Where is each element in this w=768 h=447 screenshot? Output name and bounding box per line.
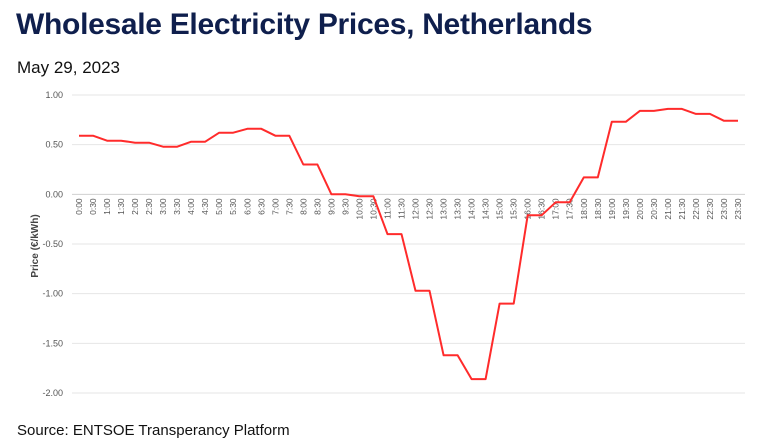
x-tick-label: 17:00 [551,198,561,220]
x-tick-label: 8:00 [298,198,308,215]
x-tick-label: 16:30 [537,198,547,220]
x-tick-label: 8:30 [312,198,322,215]
x-tick-label: 14:00 [467,198,477,220]
x-tick-label: 1:00 [102,198,112,215]
x-tick-label: 9:00 [326,198,336,215]
x-tick-label: 5:00 [214,198,224,215]
x-tick-label: 5:30 [228,198,238,215]
price-series-line [79,107,738,381]
x-tick-label: 21:30 [677,198,687,220]
x-tick-label: 15:30 [509,198,519,220]
x-tick-label: 1:30 [116,198,126,215]
gridlines [72,94,745,394]
x-axis-ticks: 0:00 0:30 1:00 1:30 2:00 2:30 3:00 3:30 4:00 4:30… [74,198,743,220]
x-tick-label: 18:00 [579,198,589,220]
x-tick-label: 20:30 [649,198,659,220]
x-tick-label: 20:00 [635,198,645,220]
x-tick-label: 10:30 [368,198,378,220]
x-tick-label: 0:00 [74,198,84,215]
y-axis-label: Price (€/kWh) [30,214,41,277]
x-tick-label: 2:00 [130,198,140,215]
y-tick-label: 0.00 [45,189,63,199]
y-tick-label: -0.50 [42,239,63,249]
x-tick-label: 12:00 [411,198,421,220]
x-tick-label: 13:00 [439,198,449,220]
x-tick-label: 4:00 [186,198,196,215]
x-tick-label: 7:00 [270,198,280,215]
y-axis-ticks: 1.00 0.50 0.00 -0.50 -1.00 -1.50 -2.00 [42,90,63,398]
x-tick-label: 11:00 [382,198,392,219]
x-tick-label: 11:30 [396,198,406,219]
x-tick-label: 3:30 [172,198,182,215]
x-tick-label: 22:30 [705,198,715,220]
x-tick-label: 19:00 [607,198,617,220]
x-tick-label: 3:00 [158,198,168,215]
x-tick-label: 18:30 [593,198,603,220]
x-tick-label: 9:30 [340,198,350,215]
x-tick-label: 12:30 [425,198,435,220]
x-tick-label: 14:30 [481,198,491,220]
source-note: Source: ENTSOE Transperancy Platform [17,422,290,439]
x-tick-label: 23:00 [719,198,729,220]
y-tick-label: 1.00 [45,90,63,100]
x-tick-label: 13:30 [453,198,463,220]
x-tick-label: 19:30 [621,198,631,220]
x-tick-label: 22:00 [691,198,701,220]
x-tick-label: 10:00 [354,198,364,220]
y-tick-label: -1.50 [42,338,63,348]
y-tick-label: -1.00 [42,289,63,299]
x-tick-label: 16:00 [523,198,533,220]
x-tick-label: 2:30 [144,198,154,215]
x-tick-label: 6:30 [256,198,266,215]
x-tick-label: 15:00 [495,198,505,220]
x-tick-label: 21:00 [663,198,673,220]
chart-subtitle: May 29, 2023 [17,58,121,77]
x-tick-label: 4:30 [200,198,210,215]
y-tick-label: -2.00 [42,388,63,398]
x-tick-label: 6:00 [242,198,252,215]
x-tick-label: 7:30 [284,198,294,215]
x-tick-label: 0:30 [88,198,98,215]
chart-title: Wholesale Electricity Prices, Netherland… [16,8,593,41]
y-tick-label: 0.50 [45,140,63,150]
x-tick-label: 17:30 [565,198,575,220]
x-tick-label: 23:30 [733,198,743,220]
